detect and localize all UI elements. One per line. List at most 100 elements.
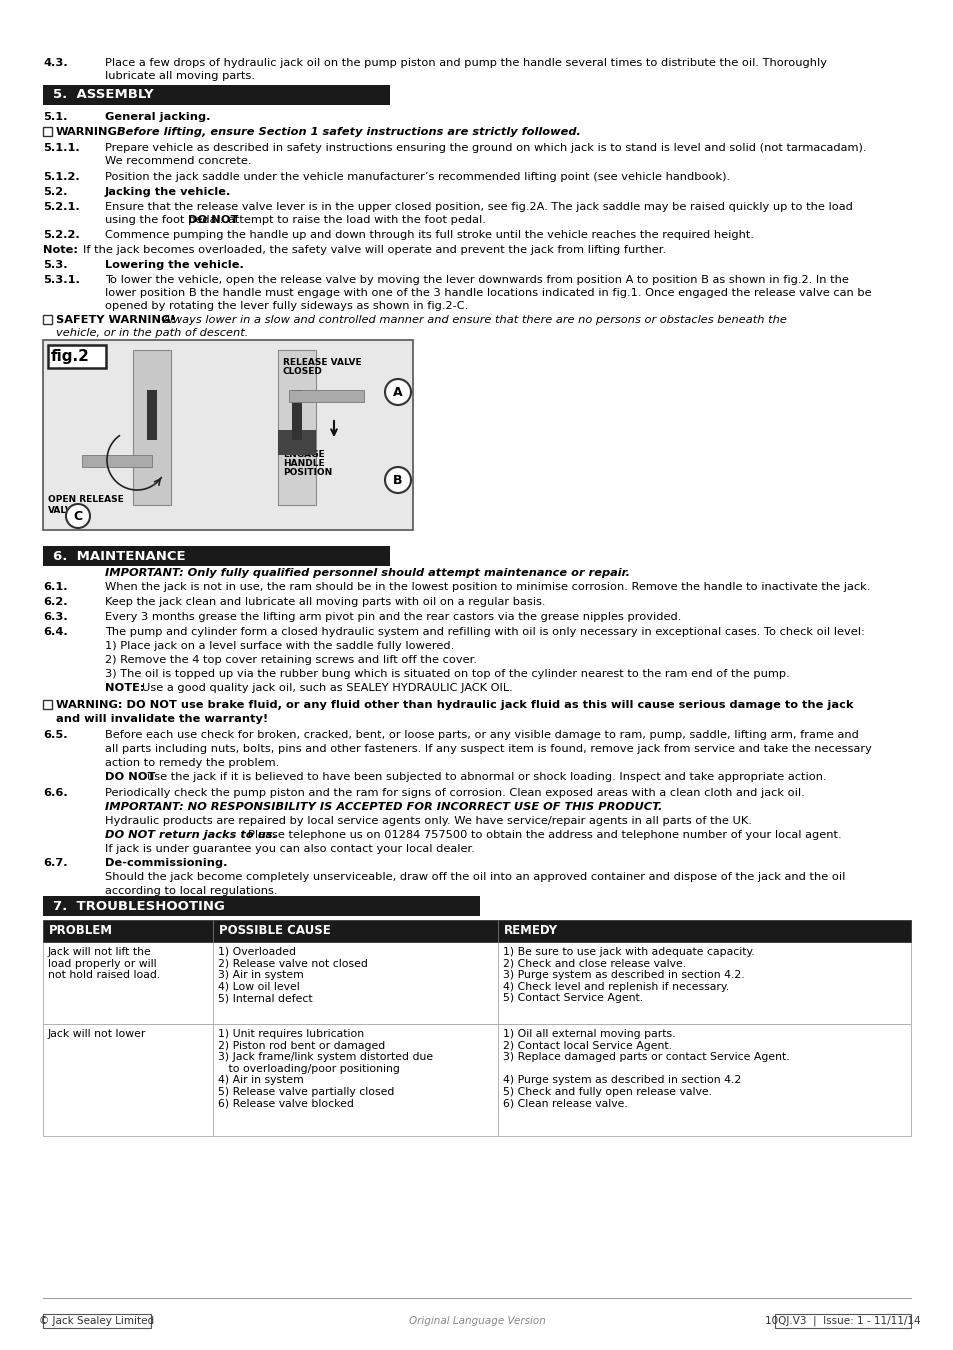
Text: 1) Oil all external moving parts.
2) Contact local Service Agent.
3) Replace dam: 1) Oil all external moving parts. 2) Con… bbox=[502, 1029, 789, 1108]
Text: use the jack if it is believed to have been subjected to abnormal or shock loadi: use the jack if it is believed to have b… bbox=[147, 772, 825, 782]
Text: POSSIBLE CAUSE: POSSIBLE CAUSE bbox=[219, 925, 331, 937]
Text: PROBLEM: PROBLEM bbox=[49, 925, 112, 937]
Text: A: A bbox=[393, 386, 402, 398]
Text: fig.2: fig.2 bbox=[51, 350, 90, 365]
Text: 6.5.: 6.5. bbox=[43, 730, 68, 740]
Text: DO NOT: DO NOT bbox=[188, 215, 238, 225]
Text: To lower the vehicle, open the release valve by moving the lever downwards from : To lower the vehicle, open the release v… bbox=[105, 275, 848, 285]
Text: Prepare vehicle as described in safety instructions ensuring the ground on which: Prepare vehicle as described in safety i… bbox=[105, 143, 865, 153]
Text: using the foot pedal.: using the foot pedal. bbox=[105, 215, 227, 225]
Text: 5.1.: 5.1. bbox=[43, 112, 68, 122]
Text: 5.2.2.: 5.2.2. bbox=[43, 230, 80, 240]
Text: Lowering the vehicle.: Lowering the vehicle. bbox=[105, 261, 244, 270]
Bar bbox=[43, 942, 910, 1025]
Text: Ensure that the release valve lever is in the upper closed position, see fig.2A.: Ensure that the release valve lever is i… bbox=[105, 202, 852, 212]
Text: Every 3 months grease the lifting arm pivot pin and the rear castors via the gre: Every 3 months grease the lifting arm pi… bbox=[105, 612, 680, 622]
Text: 6.6.: 6.6. bbox=[43, 788, 68, 798]
Text: Before each use check for broken, cracked, bent, or loose parts, or any visible : Before each use check for broken, cracke… bbox=[105, 730, 858, 740]
Circle shape bbox=[385, 467, 411, 493]
Text: 1) Unit requires lubrication
2) Piston rod bent or damaged
3) Jack frame/link sy: 1) Unit requires lubrication 2) Piston r… bbox=[218, 1029, 433, 1108]
Text: We recommend concrete.: We recommend concrete. bbox=[105, 157, 252, 166]
Text: WARNING: DO NOT use brake fluid, or any fluid other than hydraulic jack fluid as: WARNING: DO NOT use brake fluid, or any … bbox=[56, 701, 853, 710]
Text: 5.2.1.: 5.2.1. bbox=[43, 202, 80, 212]
Bar bbox=[43, 85, 390, 105]
Text: DO NOT: DO NOT bbox=[105, 772, 159, 782]
Text: Periodically check the pump piston and the ram for signs of corrosion. Clean exp: Periodically check the pump piston and t… bbox=[105, 788, 804, 798]
Bar bbox=[43, 315, 52, 324]
Text: 1) Overloaded
2) Release valve not closed
3) Air in system
4) Low oil level
5) I: 1) Overloaded 2) Release valve not close… bbox=[218, 946, 368, 1003]
Bar bbox=[774, 1314, 910, 1328]
Bar bbox=[292, 390, 302, 440]
Text: C: C bbox=[73, 509, 83, 522]
Circle shape bbox=[385, 379, 411, 405]
Text: IMPORTANT: NO RESPONSIBILITY IS ACCEPTED FOR INCORRECT USE OF THIS PRODUCT.: IMPORTANT: NO RESPONSIBILITY IS ACCEPTED… bbox=[105, 802, 661, 811]
Text: 5.2.: 5.2. bbox=[43, 188, 68, 197]
Text: 5.3.: 5.3. bbox=[43, 261, 68, 270]
Text: Jacking the vehicle.: Jacking the vehicle. bbox=[105, 188, 232, 197]
Text: Please telephone us on 01284 757500 to obtain the address and telephone number o: Please telephone us on 01284 757500 to o… bbox=[248, 830, 841, 840]
Text: POSITION: POSITION bbox=[283, 468, 332, 477]
Text: WARNING!: WARNING! bbox=[56, 127, 123, 136]
Bar bbox=[132, 350, 171, 505]
Text: 6.1.: 6.1. bbox=[43, 582, 68, 593]
Bar bbox=[43, 340, 413, 531]
Text: 4.3.: 4.3. bbox=[43, 58, 68, 68]
Text: 6.7.: 6.7. bbox=[43, 859, 68, 868]
Text: ENGAGE: ENGAGE bbox=[283, 450, 324, 459]
Text: 6.3.: 6.3. bbox=[43, 612, 68, 622]
Text: 5.1.2.: 5.1.2. bbox=[43, 171, 80, 182]
Text: VALVE: VALVE bbox=[48, 506, 79, 514]
Text: attempt to raise the load with the foot pedal.: attempt to raise the load with the foot … bbox=[228, 215, 485, 225]
Text: 6.  MAINTENANCE: 6. MAINTENANCE bbox=[53, 549, 186, 563]
Bar bbox=[147, 390, 157, 440]
Text: Should the jack become completely unserviceable, draw off the oil into an approv: Should the jack become completely unserv… bbox=[105, 872, 844, 882]
Bar bbox=[277, 431, 315, 455]
Text: Always lower in a slow and controlled manner and ensure that there are no person: Always lower in a slow and controlled ma… bbox=[163, 315, 787, 325]
Text: 5.3.1.: 5.3.1. bbox=[43, 275, 80, 285]
Text: Commence pumping the handle up and down through its full stroke until the vehicl: Commence pumping the handle up and down … bbox=[105, 230, 753, 240]
Text: Place a few drops of hydraulic jack oil on the pump piston and pump the handle s: Place a few drops of hydraulic jack oil … bbox=[105, 58, 826, 68]
Text: B: B bbox=[393, 474, 402, 486]
Text: Jack will not lower: Jack will not lower bbox=[48, 1029, 146, 1040]
Text: lower position B the handle must engage with one of the 3 handle locations indic: lower position B the handle must engage … bbox=[105, 288, 871, 298]
Text: If jack is under guarantee you can also contact your local dealer.: If jack is under guarantee you can also … bbox=[105, 844, 475, 855]
Bar bbox=[48, 346, 106, 369]
Bar bbox=[43, 127, 52, 136]
Text: opened by rotating the lever fully sideways as shown in fig.2-C.: opened by rotating the lever fully sidew… bbox=[105, 301, 468, 310]
Text: and will invalidate the warranty!: and will invalidate the warranty! bbox=[56, 714, 268, 724]
Text: If the jack becomes overloaded, the safety valve will operate and prevent the ja: If the jack becomes overloaded, the safe… bbox=[83, 244, 665, 255]
Text: vehicle, or in the path of descent.: vehicle, or in the path of descent. bbox=[56, 328, 248, 338]
Text: 5.1.1.: 5.1.1. bbox=[43, 143, 80, 153]
Text: IMPORTANT: Only fully qualified personnel should attempt maintenance or repair.: IMPORTANT: Only fully qualified personne… bbox=[105, 568, 629, 578]
Text: Keep the jack clean and lubricate all moving parts with oil on a regular basis.: Keep the jack clean and lubricate all mo… bbox=[105, 597, 545, 608]
Bar bbox=[43, 919, 910, 942]
Text: CLOSED: CLOSED bbox=[283, 367, 322, 377]
Bar bbox=[277, 350, 315, 505]
Text: Jack will not lift the
load properly or will
not hold raised load.: Jack will not lift the load properly or … bbox=[48, 946, 160, 980]
Text: 5.  ASSEMBLY: 5. ASSEMBLY bbox=[53, 89, 153, 101]
Text: 7.  TROUBLESHOOTING: 7. TROUBLESHOOTING bbox=[53, 899, 225, 913]
Bar bbox=[82, 455, 152, 467]
Text: lubricate all moving parts.: lubricate all moving parts. bbox=[105, 72, 254, 81]
Text: DO NOT return jacks to us.: DO NOT return jacks to us. bbox=[105, 830, 281, 840]
Circle shape bbox=[66, 504, 90, 528]
Text: RELEASE VALVE: RELEASE VALVE bbox=[283, 358, 361, 367]
Text: 6.4.: 6.4. bbox=[43, 626, 68, 637]
Text: 1) Place jack on a level surface with the saddle fully lowered.: 1) Place jack on a level surface with th… bbox=[105, 641, 454, 651]
Text: De-commissioning.: De-commissioning. bbox=[105, 859, 227, 868]
Bar bbox=[43, 701, 52, 709]
Bar bbox=[43, 1314, 151, 1328]
Text: 6.2.: 6.2. bbox=[43, 597, 68, 608]
Text: according to local regulations.: according to local regulations. bbox=[105, 886, 277, 896]
Text: action to remedy the problem.: action to remedy the problem. bbox=[105, 757, 279, 768]
Text: all parts including nuts, bolts, pins and other fasteners. If any suspect item i: all parts including nuts, bolts, pins an… bbox=[105, 744, 871, 755]
Text: HANDLE: HANDLE bbox=[283, 459, 324, 468]
Bar bbox=[43, 1025, 910, 1135]
Text: Position the jack saddle under the vehicle manufacturer’s recommended lifting po: Position the jack saddle under the vehic… bbox=[105, 171, 729, 182]
Text: Use a good quality jack oil, such as SEALEY HYDRAULIC JACK OIL.: Use a good quality jack oil, such as SEA… bbox=[142, 683, 512, 693]
Text: 2) Remove the 4 top cover retaining screws and lift off the cover.: 2) Remove the 4 top cover retaining scre… bbox=[105, 655, 476, 666]
Text: NOTE:: NOTE: bbox=[105, 683, 149, 693]
Text: REMEDY: REMEDY bbox=[503, 925, 558, 937]
Text: Before lifting, ensure Section 1 safety instructions are strictly followed.: Before lifting, ensure Section 1 safety … bbox=[117, 127, 580, 136]
Bar bbox=[43, 545, 390, 566]
